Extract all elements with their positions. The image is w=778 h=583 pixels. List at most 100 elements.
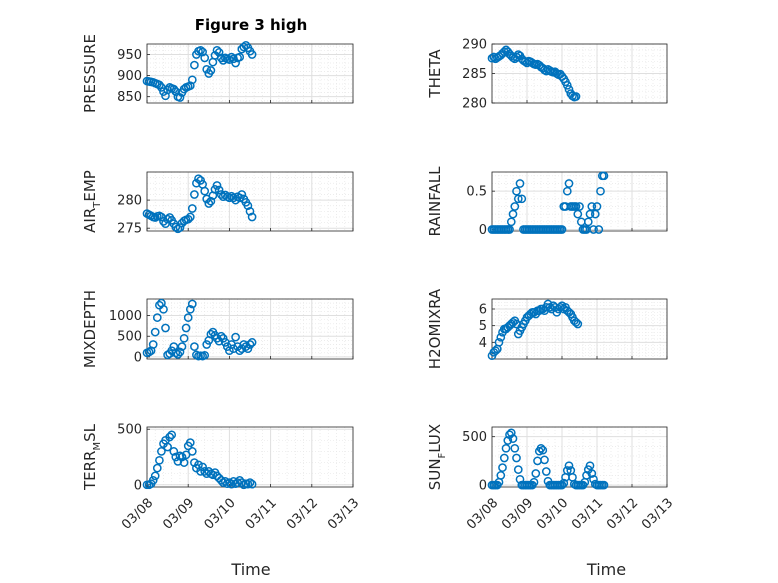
data-point [163, 442, 172, 452]
data-point [239, 42, 249, 52]
data-point [571, 202, 581, 211]
data-point [237, 478, 247, 487]
data-point [585, 209, 595, 219]
data-point [245, 206, 255, 216]
plot-area [492, 427, 667, 487]
data-point [536, 443, 546, 453]
x-tick-label: 03/13 [639, 496, 676, 533]
data-point [187, 75, 197, 85]
axes-box [491, 298, 668, 360]
data-point [562, 466, 572, 475]
x-tick-label: 03/09 [499, 496, 536, 533]
data-point [157, 447, 166, 456]
data-point [218, 192, 228, 202]
subplot-terr_msl: 0 500 03/08 03/09 03/10 03/11 03/12 03/13 TERRMS… [81, 423, 362, 579]
data-point [167, 346, 177, 356]
data-point [245, 340, 255, 349]
series-h2omixra [487, 299, 583, 361]
data-point [212, 45, 222, 55]
data-point [155, 80, 164, 90]
y-tick-label: 0 [134, 478, 142, 493]
y-tick-label: 5 [479, 319, 487, 334]
data-point [216, 331, 226, 341]
data-point [235, 346, 245, 356]
data-point [529, 477, 539, 487]
data-point [200, 186, 210, 196]
x-tick-label: 03/11 [243, 496, 280, 533]
subplot-air_temp: 275 280 AIRTEMP [81, 170, 354, 237]
data-point [582, 471, 591, 480]
data-point [150, 471, 160, 481]
plot-area [147, 427, 353, 487]
data-point [181, 323, 191, 333]
data-point [513, 465, 523, 474]
data-point [531, 469, 541, 478]
data-point [229, 193, 238, 203]
subplot-grid: 850 900 950 PRESSURE 280 285 290 THETA 275 280 AIR… [81, 34, 676, 579]
y-axis-label: PRESSURE [81, 34, 99, 113]
data-point [245, 478, 255, 487]
data-point [173, 350, 183, 359]
data-point [171, 452, 181, 462]
data-point [494, 337, 504, 347]
data-point [499, 453, 509, 463]
data-point [592, 202, 602, 211]
data-point [538, 445, 548, 455]
data-point [190, 342, 199, 351]
y-tick-label: 290 [462, 38, 487, 53]
subplot-pressure: 850 900 950 PRESSURE [81, 34, 354, 113]
data-point [175, 223, 185, 232]
data-point [499, 47, 509, 57]
x-tick-label: 03/08 [119, 496, 156, 533]
data-point [152, 463, 162, 473]
y-axis-label: SUNFLUX [426, 424, 448, 490]
series-mixdepth [142, 298, 257, 361]
data-point [596, 186, 605, 196]
data-point [512, 453, 521, 463]
y-tick-label: 1000 [109, 309, 142, 324]
y-axis-label: RAINFALL [426, 166, 444, 237]
data-point [571, 92, 581, 101]
data-point [510, 202, 520, 211]
data-point [241, 342, 251, 351]
data-point [202, 469, 212, 479]
data-point [148, 340, 158, 349]
data-point [585, 461, 595, 471]
y-tick-label: 280 [462, 97, 487, 112]
data-point [564, 461, 574, 471]
data-point [200, 53, 210, 63]
series-pressure [142, 40, 257, 102]
data-point [183, 214, 193, 224]
y-tick-label: 0 [479, 223, 487, 238]
data-point [187, 204, 197, 213]
data-point [155, 455, 164, 465]
data-point [498, 463, 507, 472]
data-point [541, 467, 551, 476]
data-point [587, 202, 597, 211]
data-point [247, 338, 257, 347]
data-point [506, 217, 516, 227]
y-tick-label: 950 [117, 48, 142, 63]
data-point [583, 217, 593, 227]
subplot-h2omixra: 4 56 H2OMIXRA [426, 288, 668, 369]
data-point [243, 201, 253, 211]
y-axis-label: AIRTEMP [81, 170, 103, 233]
data-point [515, 179, 525, 188]
data-point [163, 214, 172, 224]
y-axis-label: H2OMIXRA [426, 288, 444, 369]
y-tick-label: 0 [134, 350, 142, 365]
x-tick-label: 03/08 [464, 496, 501, 533]
data-point [512, 186, 521, 196]
data-point [152, 313, 162, 322]
data-point [231, 332, 240, 342]
data-point [241, 40, 251, 50]
data-point [557, 225, 567, 234]
data-point [187, 299, 197, 309]
data-point [196, 45, 205, 55]
series-sun_flux [487, 428, 609, 490]
data-point [218, 56, 228, 65]
data-point [243, 479, 253, 489]
data-point [237, 190, 247, 199]
data-point [179, 333, 189, 343]
